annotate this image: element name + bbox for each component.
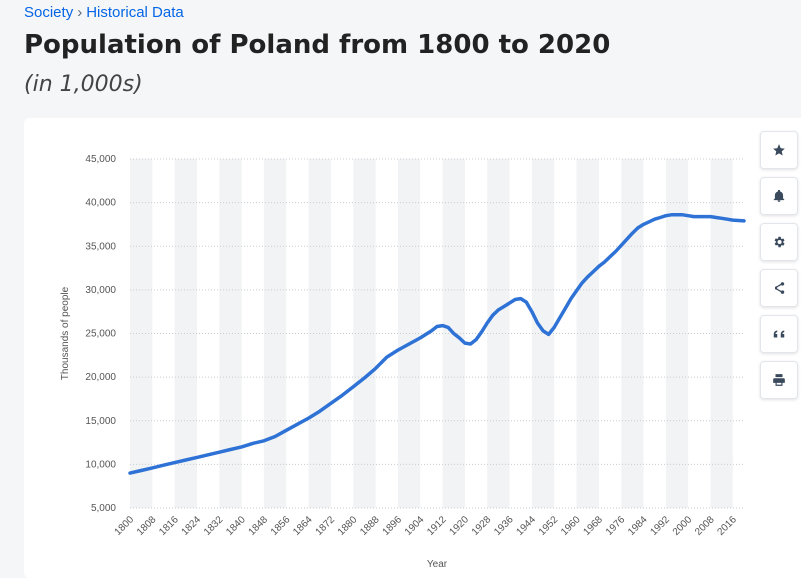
x-tick-label: 1936 bbox=[492, 514, 516, 538]
y-tick-label: 15,000 bbox=[85, 416, 116, 427]
breadcrumb: Society › Historical Data bbox=[24, 4, 184, 21]
chart-card: 5,000 10,000 15,000 20,000 25,000 30,000 35,00… bbox=[24, 118, 801, 578]
y-tick-label: 5,000 bbox=[91, 503, 116, 514]
x-tick-label: 1800 bbox=[113, 514, 137, 538]
grid-band bbox=[263, 159, 287, 508]
star-icon bbox=[773, 144, 785, 156]
population-line-chart: 5,000 10,000 15,000 20,000 25,000 30,000 35,00… bbox=[60, 154, 746, 570]
grid-band bbox=[219, 159, 242, 508]
bell-icon bbox=[773, 189, 785, 202]
x-tick-label: 2016 bbox=[715, 514, 739, 538]
grid-band bbox=[130, 159, 153, 508]
chart-toolbar bbox=[760, 131, 798, 407]
gear-icon bbox=[774, 236, 785, 248]
cite-button[interactable] bbox=[760, 315, 798, 353]
x-tick-label: 1840 bbox=[224, 514, 248, 538]
grid-band bbox=[531, 159, 555, 508]
x-tick-label: 1816 bbox=[157, 514, 181, 538]
x-tick-label: 1824 bbox=[180, 514, 204, 538]
y-tick-label: 25,000 bbox=[85, 329, 116, 340]
y-axis-label: Thousands of people bbox=[60, 286, 71, 380]
breadcrumb-separator: › bbox=[77, 4, 83, 21]
x-tick-label: 1872 bbox=[314, 514, 338, 538]
grid-band bbox=[576, 159, 599, 508]
y-tick-label: 35,000 bbox=[85, 241, 116, 252]
x-tick-label: 1864 bbox=[291, 514, 315, 538]
share-icon bbox=[774, 282, 785, 294]
x-tick-label: 1968 bbox=[581, 514, 605, 538]
x-tick-label: 1888 bbox=[358, 514, 382, 538]
x-tick-label: 1904 bbox=[403, 514, 427, 538]
y-tick-label: 10,000 bbox=[85, 459, 116, 470]
x-tick-label: 2000 bbox=[671, 514, 695, 538]
x-tick-label: 1880 bbox=[336, 514, 360, 538]
grid-band bbox=[665, 159, 689, 508]
breadcrumb-society-link[interactable]: Society bbox=[24, 4, 74, 21]
x-tick-label: 1856 bbox=[269, 514, 293, 538]
page-title: Population of Poland from 1800 to 2020 bbox=[24, 30, 611, 60]
x-tick-label: 1992 bbox=[648, 514, 672, 538]
grid-band bbox=[487, 159, 510, 508]
x-axis-label: Year bbox=[427, 559, 448, 570]
x-tick-label: 1944 bbox=[515, 514, 539, 538]
print-button[interactable] bbox=[760, 361, 798, 399]
x-tick-label: 1976 bbox=[604, 514, 628, 538]
x-tick-label: 1960 bbox=[559, 514, 583, 538]
series-line-population bbox=[128, 213, 746, 475]
x-tick-label: 1848 bbox=[247, 514, 271, 538]
y-tick-label: 20,000 bbox=[85, 372, 116, 383]
quote-icon bbox=[773, 330, 785, 338]
x-tick-label: 2008 bbox=[693, 514, 717, 538]
x-tick-label: 1896 bbox=[381, 514, 405, 538]
settings-button[interactable] bbox=[760, 223, 798, 261]
x-tick-label: 1928 bbox=[470, 514, 494, 538]
grid-band bbox=[174, 159, 197, 508]
x-tick-label: 1912 bbox=[425, 514, 449, 538]
x-tick-label: 1920 bbox=[448, 514, 472, 538]
print-icon bbox=[773, 374, 785, 386]
y-tick-label: 30,000 bbox=[85, 285, 116, 296]
notification-button[interactable] bbox=[760, 177, 798, 215]
x-tick-label: 1832 bbox=[202, 514, 226, 538]
x-tick-label: 1808 bbox=[135, 514, 159, 538]
share-button[interactable] bbox=[760, 269, 798, 307]
x-tick-label: 1984 bbox=[626, 514, 650, 538]
breadcrumb-historical-data-link[interactable]: Historical Data bbox=[86, 4, 184, 21]
favorite-button[interactable] bbox=[760, 131, 798, 169]
page-subtitle: (in 1,000s) bbox=[24, 72, 143, 97]
x-tick-label: 1952 bbox=[537, 514, 561, 538]
y-tick-label: 40,000 bbox=[85, 198, 116, 209]
y-tick-label: 45,000 bbox=[85, 154, 116, 165]
